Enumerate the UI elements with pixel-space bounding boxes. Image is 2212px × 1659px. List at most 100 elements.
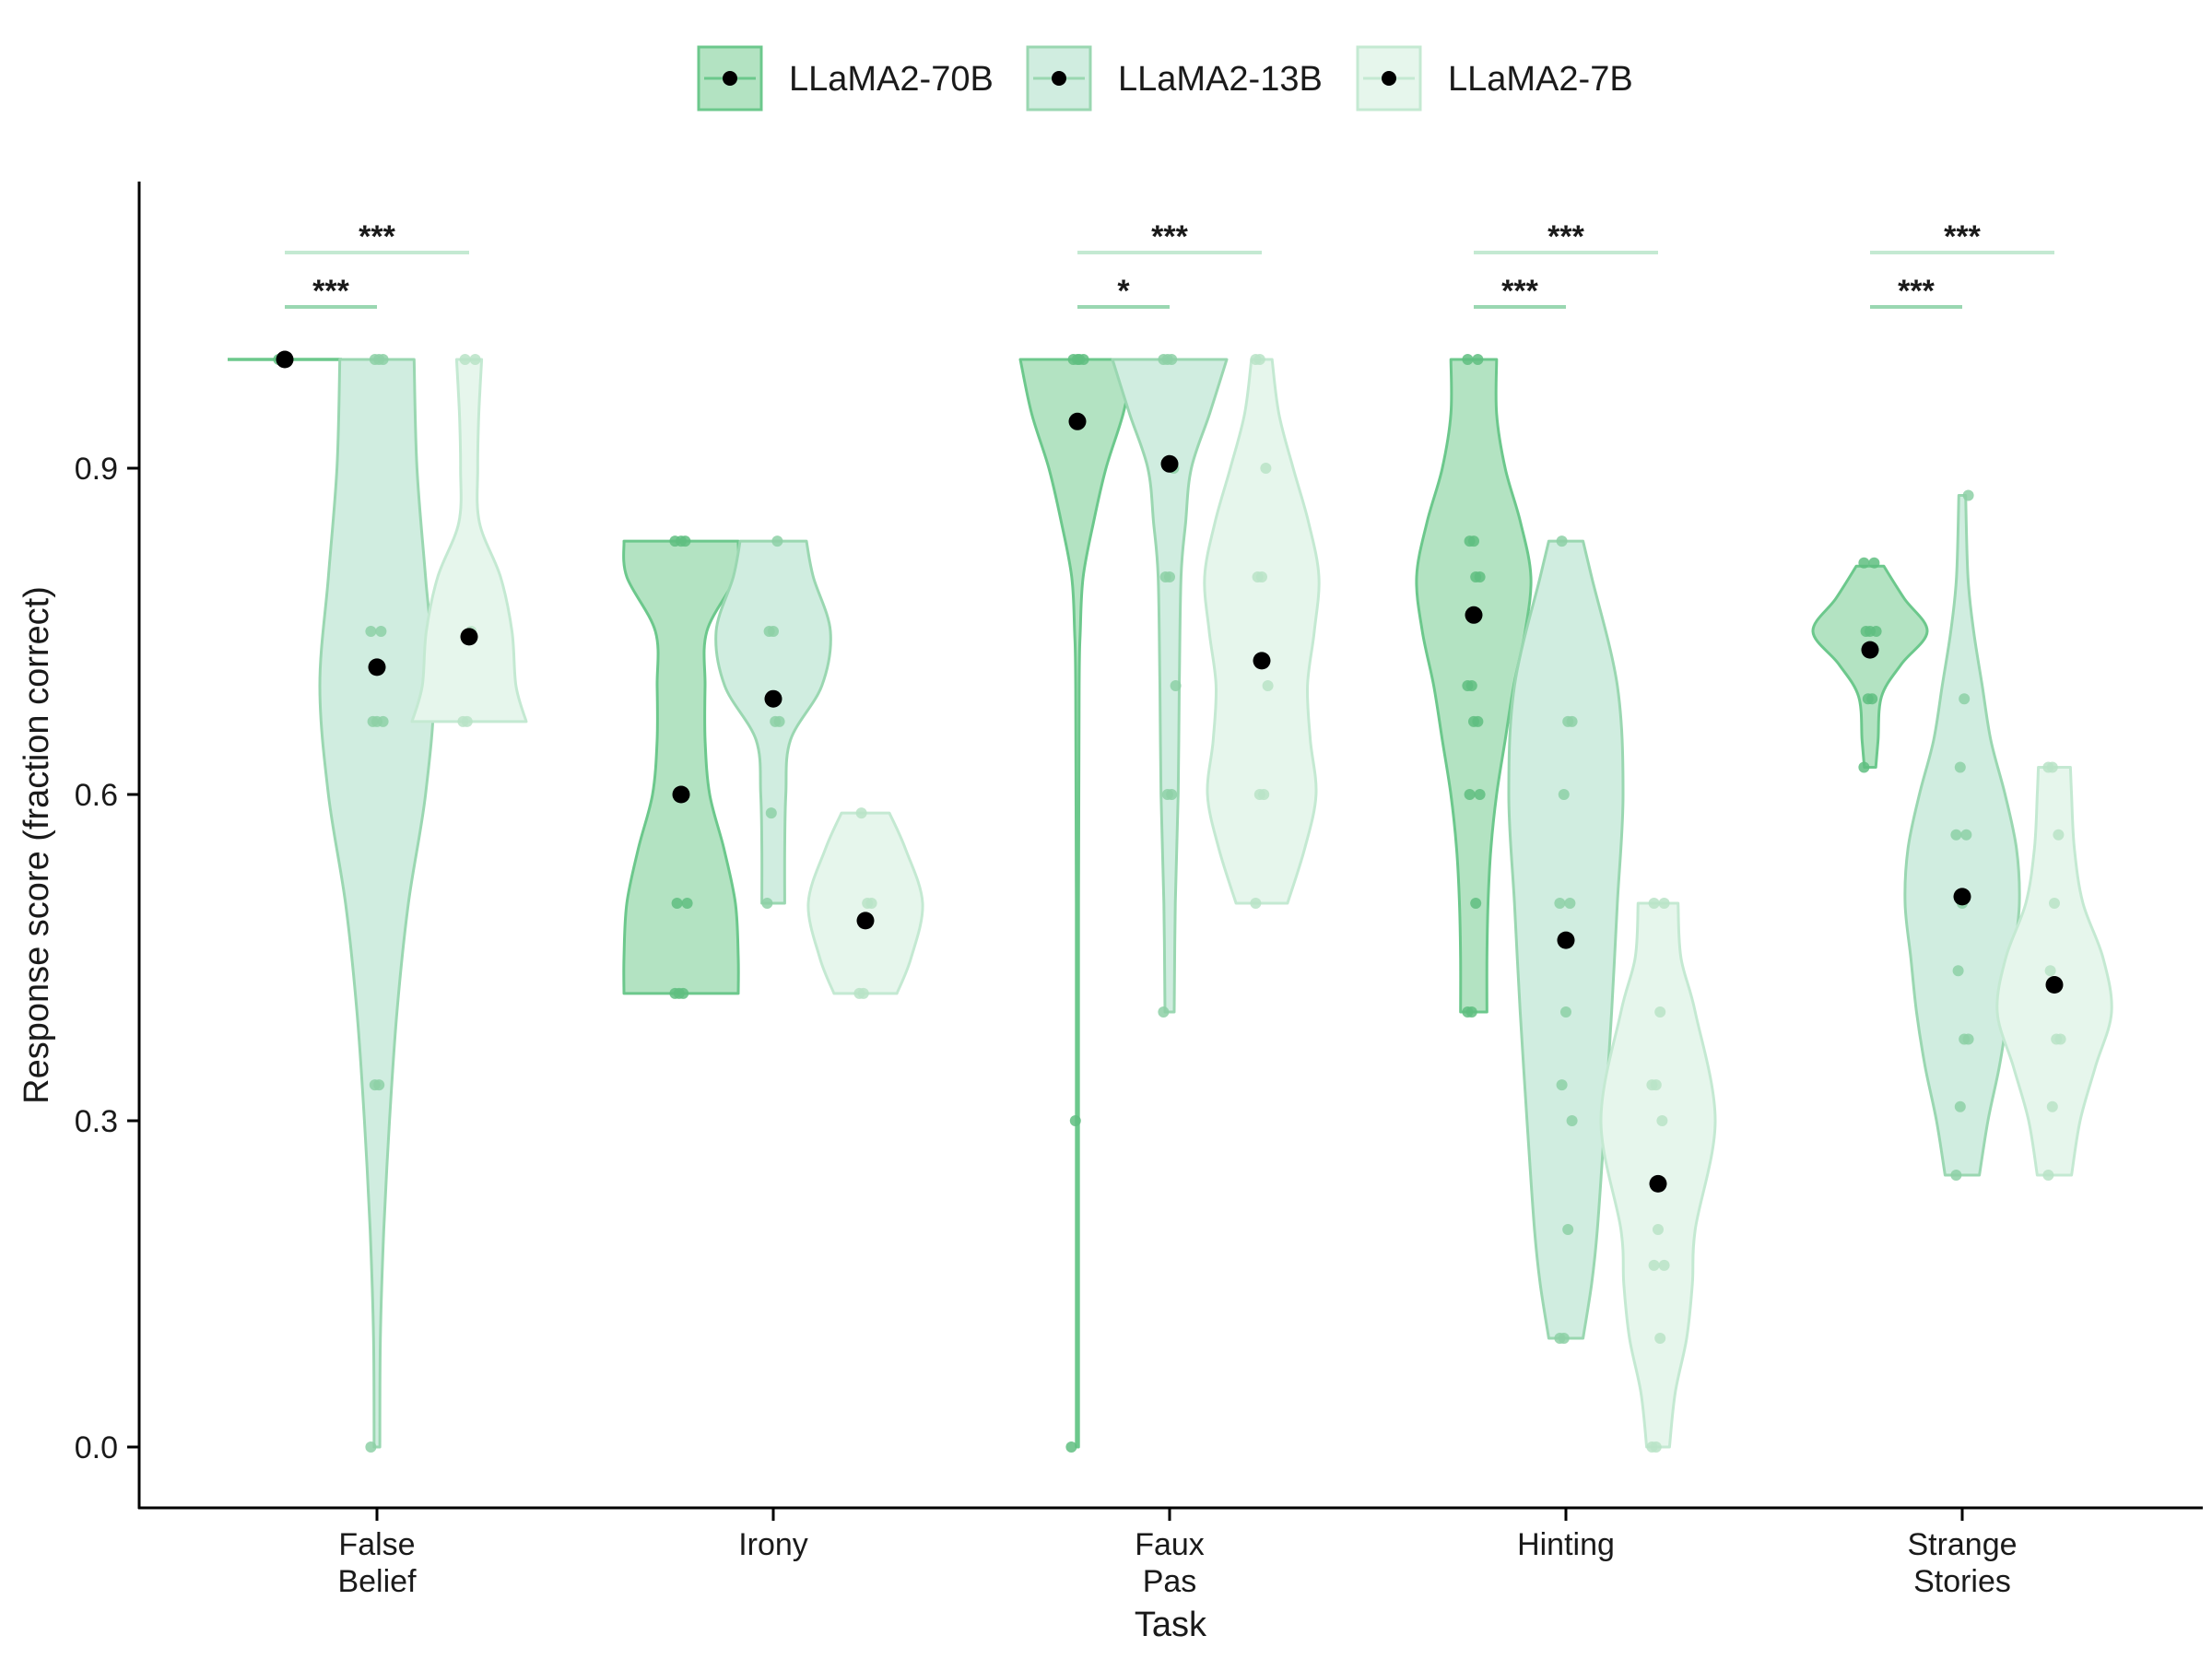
mean-marker: [1068, 412, 1087, 430]
data-point: [1256, 571, 1267, 582]
data-point: [1858, 761, 1870, 773]
data-point: [1866, 693, 1878, 705]
data-point: [461, 715, 473, 727]
violin-llama2-70b-cat2: [1018, 358, 1136, 1449]
data-point: [1566, 715, 1578, 727]
data-points: [273, 354, 2066, 1453]
significance-label: ***: [312, 274, 349, 309]
data-point: [761, 898, 773, 909]
data-point: [771, 535, 783, 547]
legend-item-llama2-70b: LLaMA2-70B: [697, 45, 994, 112]
data-point: [1069, 1115, 1081, 1126]
data-point: [1556, 1079, 1568, 1091]
data-point: [669, 535, 681, 547]
data-point: [1960, 829, 1972, 841]
mean-marker: [1465, 606, 1483, 624]
violin-llama2-70b-cat1: [622, 539, 740, 995]
data-point: [2053, 829, 2065, 841]
data-point: [1962, 1033, 1974, 1045]
y-tick-label: 0.9: [75, 452, 118, 487]
data-point: [671, 898, 683, 909]
data-point: [1164, 571, 1175, 582]
data-point: [1658, 1259, 1670, 1271]
data-point: [1650, 1079, 1662, 1091]
data-point: [1950, 1170, 1962, 1181]
y-tick-label: 0.6: [75, 778, 118, 813]
data-point: [1558, 789, 1570, 800]
data-point: [857, 987, 869, 999]
data-point: [1654, 1333, 1666, 1344]
y-tick-label: 0.3: [75, 1104, 118, 1139]
data-point: [1166, 354, 1178, 365]
data-point: [1472, 354, 1484, 365]
data-point: [1065, 1441, 1077, 1453]
legend-swatch-dot: [723, 71, 737, 86]
mean-marker: [1160, 454, 1179, 473]
data-point: [2049, 898, 2060, 909]
legend: LLaMA2-70B LLaMA2-13B LLaMA2-7B: [697, 45, 1633, 112]
data-point: [1158, 1006, 1170, 1018]
data-point: [1650, 1441, 1662, 1453]
significance-brackets: **********************: [285, 219, 2054, 309]
data-point: [1560, 1006, 1571, 1018]
data-point: [1554, 898, 1566, 909]
data-point: [681, 898, 693, 909]
x-tick-label: Belief: [337, 1564, 417, 1599]
data-point: [1950, 829, 1962, 841]
data-point: [1465, 680, 1477, 691]
legend-swatch-dot: [1052, 71, 1066, 86]
data-point: [1858, 557, 1870, 569]
data-point: [1470, 898, 1482, 909]
data-point: [365, 1441, 377, 1453]
violin-llama2-7b-cat2: [1203, 358, 1321, 905]
significance-label: ***: [1547, 219, 1584, 254]
data-point: [377, 354, 389, 365]
violin-llama2-13b-cat2: [1111, 358, 1229, 1014]
violins: [228, 358, 2113, 1449]
x-tick-label: Faux: [1135, 1527, 1205, 1562]
mean-marker: [460, 628, 478, 646]
x-axis-title: Task: [1135, 1606, 1207, 1644]
legend-item-llama2-7b: LLaMA2-7B: [1356, 45, 1633, 112]
data-point: [1556, 535, 1568, 547]
data-point: [459, 354, 471, 365]
data-point: [373, 1079, 385, 1091]
significance-label: ***: [1151, 219, 1188, 254]
significance-label: ***: [359, 219, 395, 254]
legend-item-llama2-13b: LLaMA2-13B: [1026, 45, 1323, 112]
data-point: [1253, 354, 1265, 365]
x-tick-label: Hinting: [1517, 1527, 1615, 1562]
mean-marker: [368, 658, 386, 677]
data-point: [1653, 1224, 1664, 1235]
violin-llama2-70b-cat4: [1811, 564, 1929, 769]
data-point: [865, 898, 877, 909]
data-point: [2046, 761, 2058, 773]
data-point: [1170, 680, 1182, 691]
data-point: [1648, 1259, 1660, 1271]
data-point: [1564, 898, 1576, 909]
violin-llama2-7b-cat0: [410, 358, 528, 724]
data-point: [371, 715, 382, 727]
data-point: [1648, 898, 1660, 909]
mean-marker: [2045, 976, 2064, 994]
data-point: [469, 354, 481, 365]
data-point: [1072, 354, 1083, 365]
mean-marker: [1253, 652, 1271, 670]
data-point: [1868, 557, 1880, 569]
legend-label: LLaMA2-70B: [789, 60, 994, 99]
mean-marker: [856, 912, 875, 930]
data-point: [1262, 680, 1274, 691]
data-point: [365, 626, 377, 637]
significance-label: ***: [1501, 274, 1538, 309]
significance-label: ***: [1944, 219, 1981, 254]
data-point: [1558, 1333, 1570, 1344]
x-tick-label: Irony: [738, 1527, 808, 1562]
mean-markers: [276, 350, 2064, 1193]
data-point: [2042, 1170, 2054, 1181]
data-point: [1952, 965, 1964, 977]
data-point: [1258, 789, 1270, 800]
data-point: [2046, 1100, 2058, 1112]
data-point: [1462, 354, 1474, 365]
